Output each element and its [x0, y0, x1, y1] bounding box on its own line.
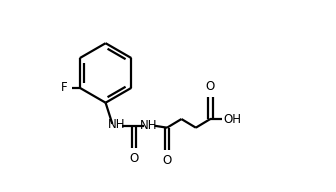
Text: OH: OH [224, 113, 242, 126]
Text: O: O [206, 80, 215, 93]
Text: F: F [61, 81, 67, 94]
Text: O: O [162, 154, 172, 167]
Text: O: O [129, 152, 139, 165]
Text: NH: NH [109, 118, 126, 131]
Text: NH: NH [140, 119, 157, 132]
